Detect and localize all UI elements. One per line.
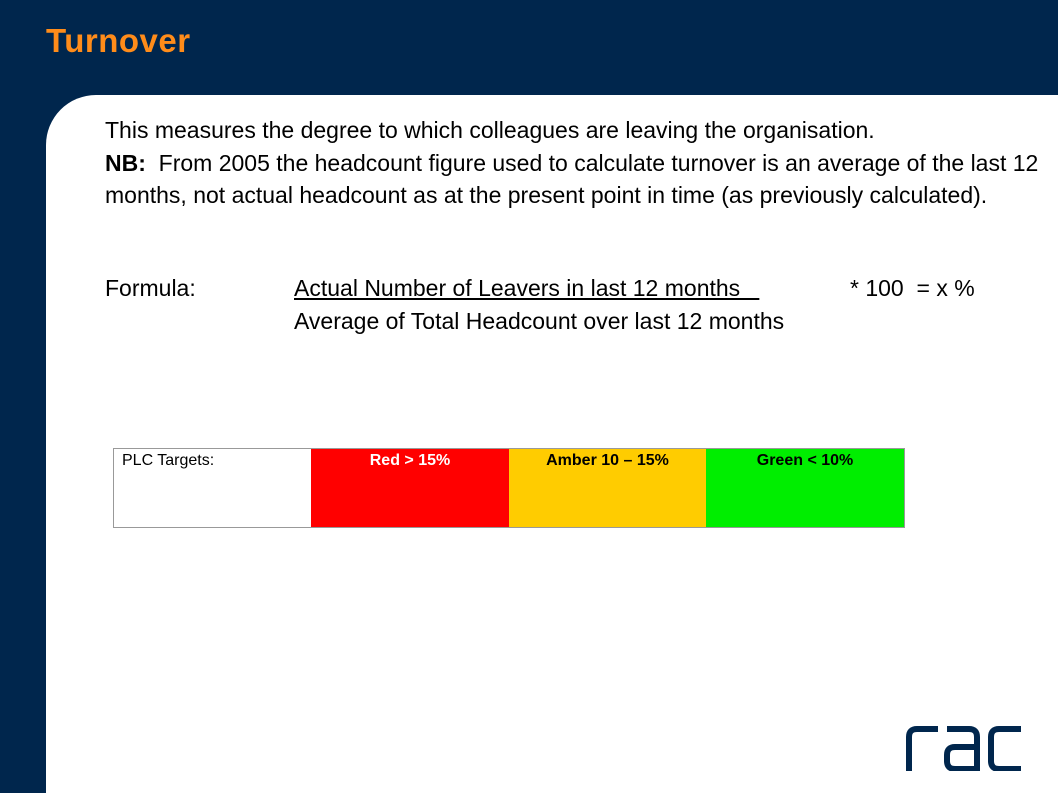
plc-targets-table: PLC Targets: Red > 15% Amber 10 – 15% Gr…	[113, 448, 905, 528]
description-line: This measures the degree to which collea…	[105, 117, 875, 143]
nb-text: From 2005 the headcount figure used to c…	[105, 149, 1045, 209]
formula-multiplier: * 100 = x %	[850, 275, 975, 301]
nb-label: NB:	[105, 149, 146, 176]
content-panel	[46, 95, 1058, 793]
targets-label: PLC Targets:	[114, 449, 311, 527]
formula-denominator: Average of Total Headcount over last 12 …	[294, 308, 785, 334]
body-text: This measures the degree to which collea…	[105, 114, 1045, 212]
target-red: Red > 15%	[311, 449, 509, 527]
formula-numerator: Actual Number of Leavers in last 12 mont…	[294, 275, 760, 301]
target-amber: Amber 10 – 15%	[509, 449, 706, 527]
page-title: Turnover	[46, 22, 191, 59]
target-green: Green < 10%	[706, 449, 904, 527]
rac-logo	[906, 726, 1021, 771]
formula-label: Formula:	[105, 275, 196, 301]
nb-paragraph: NB: From 2005 the headcount figure used …	[105, 147, 1045, 212]
